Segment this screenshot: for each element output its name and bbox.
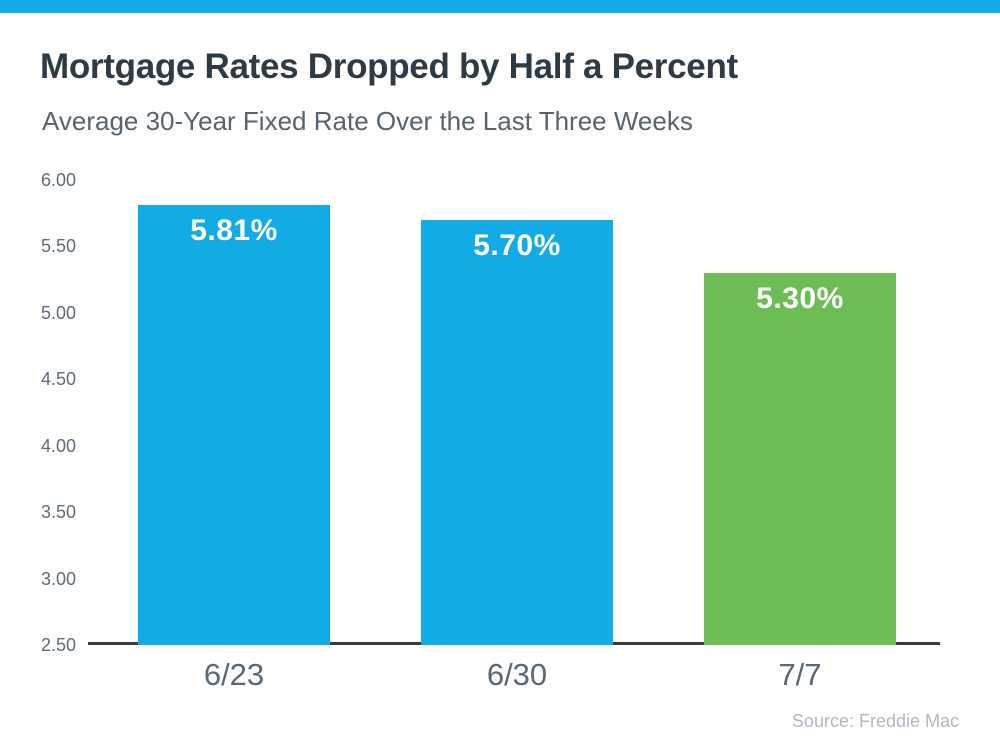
y-tick-label: 5.50 bbox=[40, 236, 76, 257]
source-credit: Source: Freddie Mac bbox=[791, 711, 959, 731]
x-axis-label: 6/23 bbox=[203, 657, 265, 692]
bar-7-7: 5.30% bbox=[704, 273, 896, 645]
chart-subtitle: Average 30-Year Fixed Rate Over the Last… bbox=[42, 106, 693, 136]
x-axis-label: 7/7 bbox=[778, 657, 822, 692]
chart-title: Mortgage Rates Dropped by Half a Percent bbox=[40, 47, 738, 86]
bar-6-23: 5.81% bbox=[138, 205, 330, 645]
bar-value-label: 5.70% bbox=[473, 228, 561, 262]
y-tick-label: 3.00 bbox=[40, 568, 76, 589]
bar-value-label: 5.30% bbox=[756, 282, 844, 315]
bar-value-label: 5.81% bbox=[190, 214, 278, 248]
x-axis-label: 6/30 bbox=[486, 657, 548, 692]
bar-6-30: 5.70% bbox=[421, 219, 613, 645]
y-tick-label: 3.50 bbox=[40, 502, 76, 523]
y-tick-label: 4.00 bbox=[40, 435, 76, 456]
top-accent-bar bbox=[0, 0, 1000, 13]
y-tick-label: 6.00 bbox=[40, 170, 76, 190]
y-tick-label: 2.50 bbox=[40, 635, 76, 655]
y-tick-label: 5.00 bbox=[40, 302, 76, 323]
y-tick-label: 4.50 bbox=[40, 369, 76, 390]
